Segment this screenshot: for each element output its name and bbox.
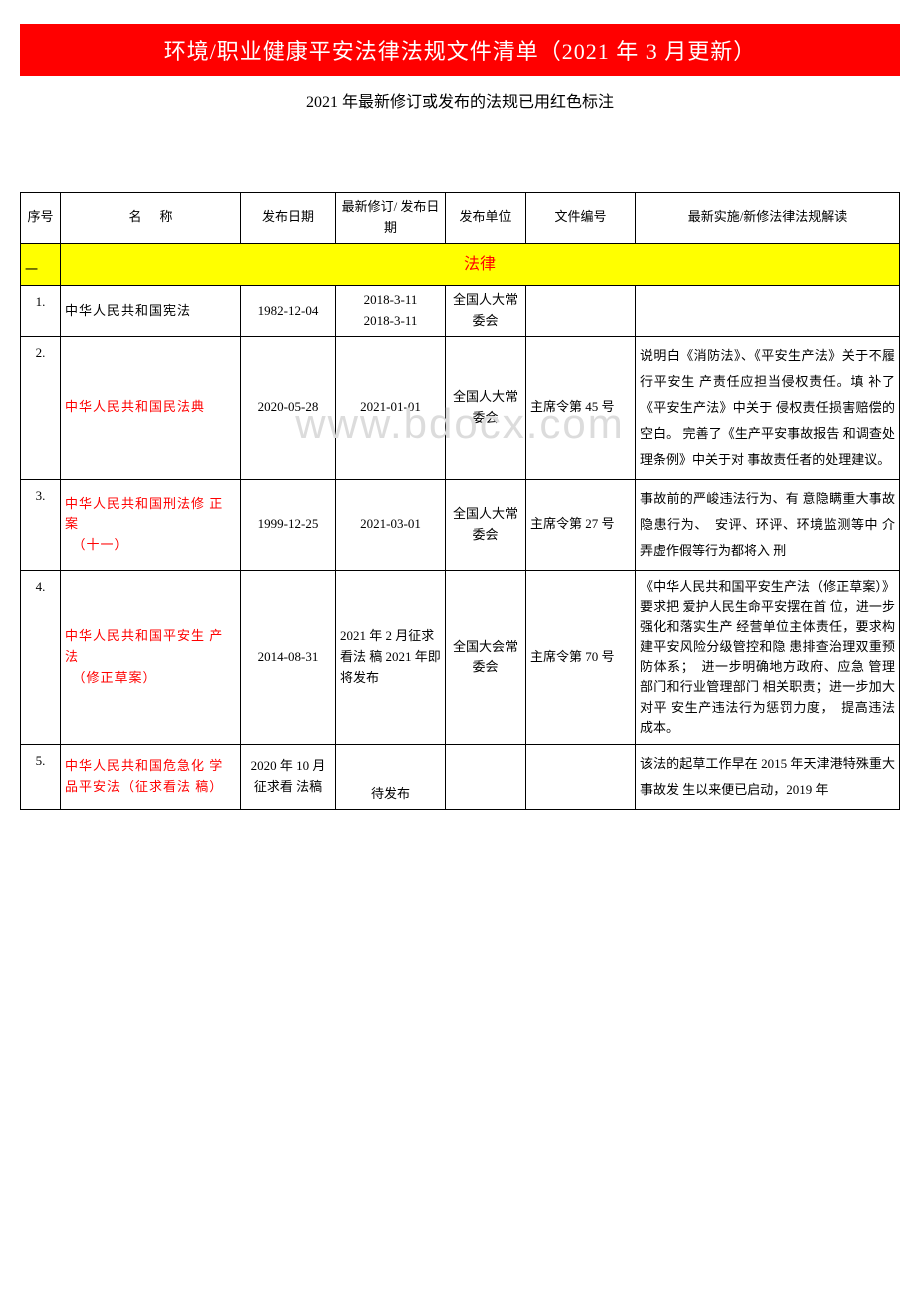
cell-revdate: 2021 年 2 月征求看法 稿 2021 年即 将发布 xyxy=(336,570,446,744)
cell-pubdate: 2020 年 10 月征求看 法稿 xyxy=(241,744,336,809)
cell-org: 全国大会常委会 xyxy=(446,570,526,744)
cell-pubdate: 1982-12-04 xyxy=(241,286,336,337)
col-seq-header: 序号 xyxy=(21,193,61,244)
table-row: 2. 中华人民共和国民法典 2020-05-28 2021-01-01 全国人大… xyxy=(21,336,900,479)
cell-seq: 4. xyxy=(21,570,61,744)
cell-revdate: 2021-01-01 xyxy=(336,336,446,479)
cell-name: 中华人民共和国宪法 xyxy=(61,286,241,337)
cell-org: 全国人大常委会 xyxy=(446,286,526,337)
regulations-table: 序号 名称 发布日期 最新修订/ 发布日期 发布单位 文件编号 最新实施/新修法… xyxy=(20,192,900,810)
cell-interp: 事故前的严峻违法行为、有 意隐瞒重大事故隐患行为、 安评、环评、环境监测等中 介… xyxy=(636,479,900,570)
cell-docno xyxy=(526,286,636,337)
cell-interp: 该法的起草工作早在 2015 年天津港特殊重大事故发 生以来便已启动，2019 … xyxy=(636,744,900,809)
page-title-bar: 环境/职业健康平安法律法规文件清单（2021 年 3 月更新） xyxy=(20,24,900,76)
table-header-row: 序号 名称 发布日期 最新修订/ 发布日期 发布单位 文件编号 最新实施/新修法… xyxy=(21,193,900,244)
col-revdate-header: 最新修订/ 发布日期 xyxy=(336,193,446,244)
cell-docno: 主席令第 45 号 xyxy=(526,336,636,479)
page-subtitle: 2021 年最新修订或发布的法规已用红色标注 xyxy=(20,76,900,112)
cell-seq: 2. xyxy=(21,336,61,479)
cell-pubdate: 2014-08-31 xyxy=(241,570,336,744)
section-seq: 一 xyxy=(21,243,61,286)
cell-name: 中华人民共和国平安生 产法 （修正草案） xyxy=(61,570,241,744)
cell-seq: 3. xyxy=(21,479,61,570)
cell-org: 全国人大常委会 xyxy=(446,336,526,479)
cell-name: 中华人民共和国刑法修 正案 （十一） xyxy=(61,479,241,570)
cell-org xyxy=(446,744,526,809)
section-row: 一 法律 xyxy=(21,243,900,286)
cell-docno xyxy=(526,744,636,809)
cell-docno: 主席令第 70 号 xyxy=(526,570,636,744)
cell-revdate: 待发布 xyxy=(336,744,446,809)
cell-revdate: 2021-03-01 xyxy=(336,479,446,570)
cell-org: 全国人大常委会 xyxy=(446,479,526,570)
cell-revdate: 2018-3-112018-3-11 xyxy=(336,286,446,337)
cell-name: 中华人民共和国民法典 xyxy=(61,336,241,479)
table-row: 5. 中华人民共和国危急化 学品平安法（征求看法 稿） 2020 年 10 月征… xyxy=(21,744,900,809)
col-interp-header: 最新实施/新修法律法规解读 xyxy=(636,193,900,244)
col-name-header: 名称 xyxy=(61,193,241,244)
cell-pubdate: 2020-05-28 xyxy=(241,336,336,479)
page-title: 环境/职业健康平安法律法规文件清单（2021 年 3 月更新） xyxy=(164,39,757,64)
cell-pubdate: 1999-12-25 xyxy=(241,479,336,570)
cell-docno: 主席令第 27 号 xyxy=(526,479,636,570)
cell-interp xyxy=(636,286,900,337)
table-row: 3. 中华人民共和国刑法修 正案 （十一） 1999-12-25 2021-03… xyxy=(21,479,900,570)
col-docno-header: 文件编号 xyxy=(526,193,636,244)
cell-seq: 5. xyxy=(21,744,61,809)
cell-name: 中华人民共和国危急化 学品平安法（征求看法 稿） xyxy=(61,744,241,809)
col-org-header: 发布单位 xyxy=(446,193,526,244)
cell-interp: 《中华人民共和国平安生产法（修正草案）》要求把 爱护人民生命平安摆在首 位，进一… xyxy=(636,570,900,744)
col-pubdate-header: 发布日期 xyxy=(241,193,336,244)
table-row: 4. 中华人民共和国平安生 产法 （修正草案） 2014-08-31 2021 … xyxy=(21,570,900,744)
cell-interp: 说明白《消防法》、《平安生产法》关于不履行平安生 产责任应担当侵权责任。填 补了… xyxy=(636,336,900,479)
table-row: 1. 中华人民共和国宪法 1982-12-04 2018-3-112018-3-… xyxy=(21,286,900,337)
section-label: 法律 xyxy=(61,243,900,286)
cell-seq: 1. xyxy=(21,286,61,337)
